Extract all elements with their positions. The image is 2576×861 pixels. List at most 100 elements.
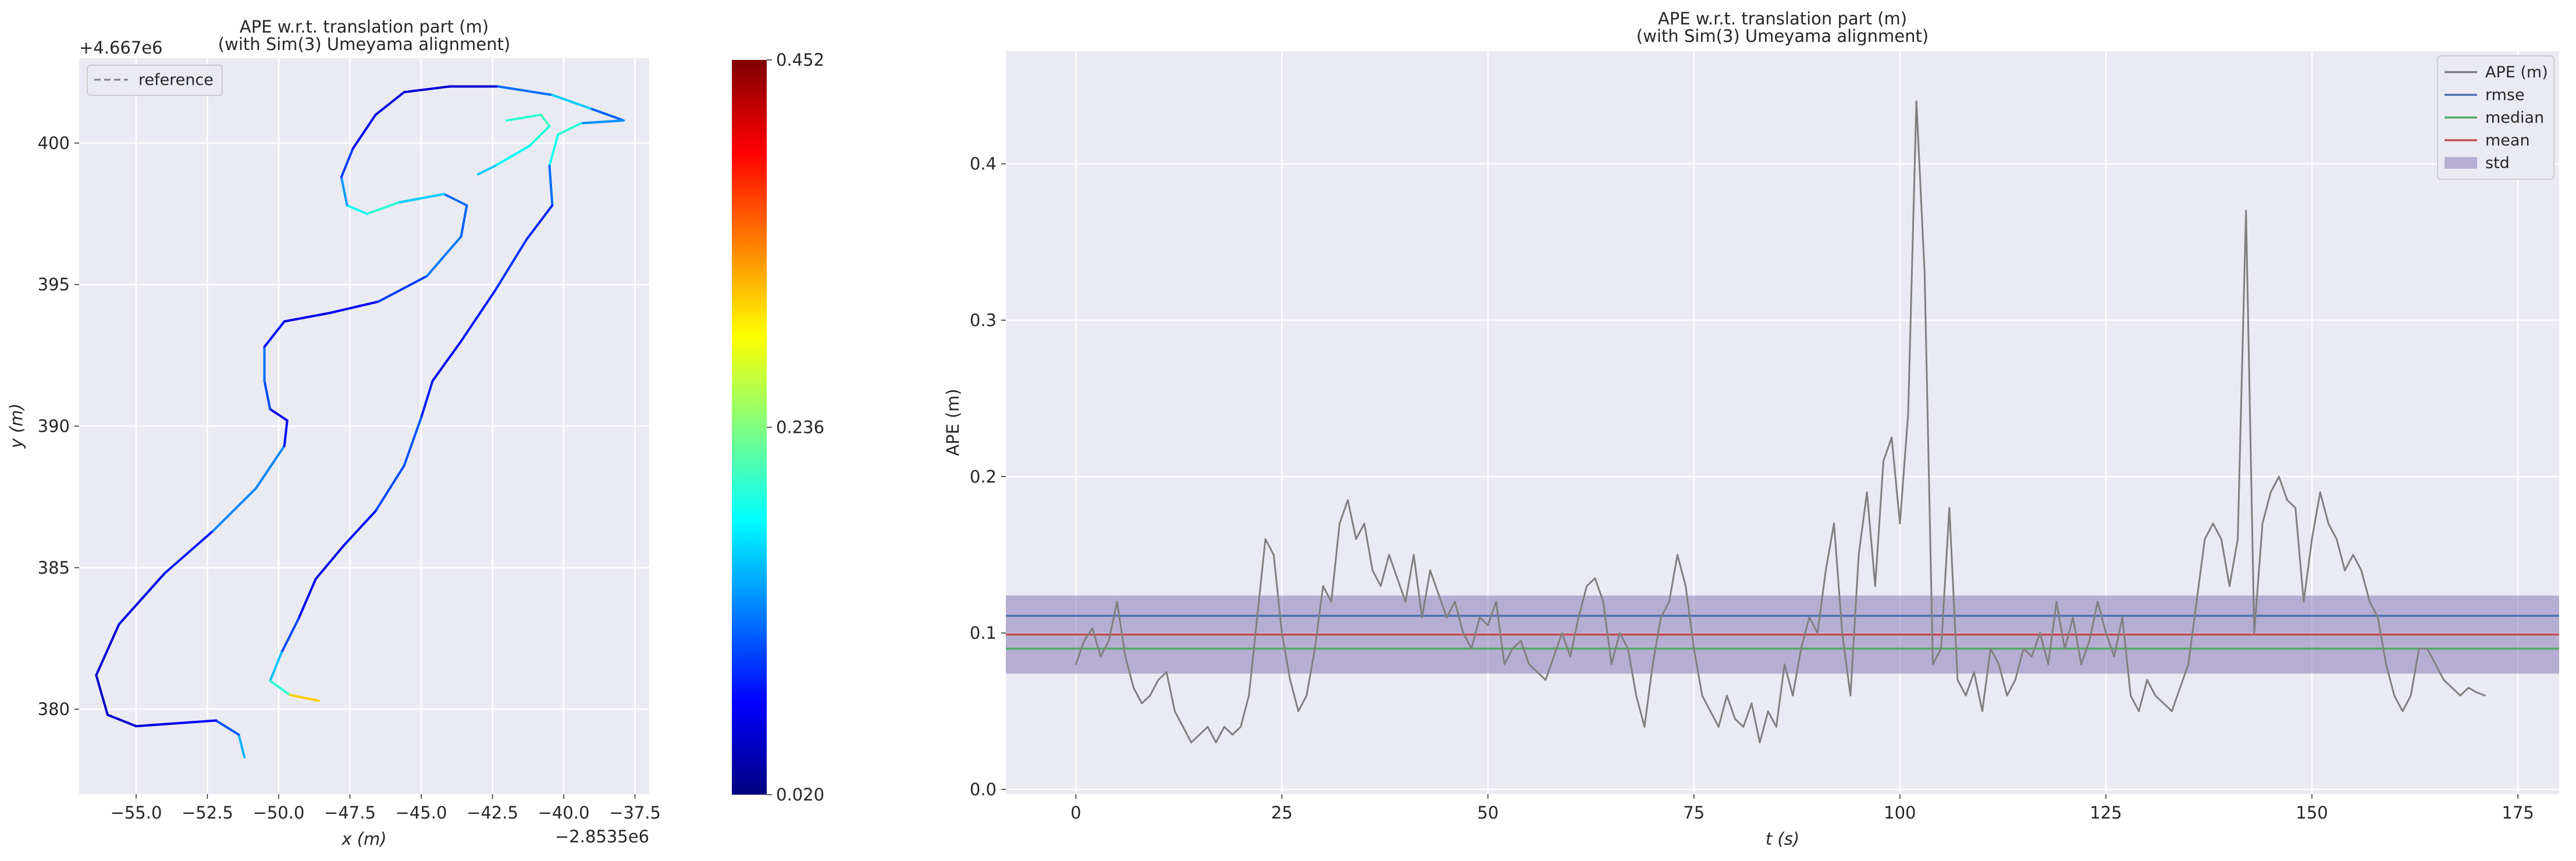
ape-data-point: [1709, 710, 1712, 712]
ape-data-point: [2130, 695, 2132, 697]
ape-data-point: [1858, 554, 1860, 556]
ape-data-point: [2105, 632, 2107, 634]
ape-data-point: [1545, 679, 1547, 681]
ape-data-point: [2286, 499, 2288, 501]
trajectory-estimate-segment: [343, 510, 377, 546]
ape-data-point: [2006, 695, 2008, 697]
ape-data-point: [1297, 710, 1300, 712]
trajectory-legend-box: [87, 65, 223, 96]
ape-data-point: [1734, 718, 1736, 720]
ape-data-point: [1750, 702, 1753, 705]
ape-data-point: [1618, 632, 1621, 634]
ape-data-point: [1133, 686, 1134, 689]
ape-data-point: [1108, 640, 1110, 642]
ape-data-point: [1371, 570, 1374, 571]
ape-data-point: [1470, 647, 1472, 650]
ape-x-tick-label: 100: [1884, 803, 1916, 823]
ape-data-point: [1891, 436, 1893, 439]
ape-data-point: [1668, 600, 1670, 603]
trajectory-estimate-path: [95, 85, 625, 759]
ape-data-point: [1503, 663, 1506, 666]
trajectory-x-offset: −2.8535e6: [555, 827, 649, 846]
trajectory-y-label: y (m): [6, 403, 26, 449]
trajectory-estimate-segment: [263, 379, 272, 411]
ape-data-point: [1553, 656, 1555, 657]
ape-data-point: [1240, 725, 1242, 728]
trajectory-estimate-segment: [579, 119, 625, 124]
trajectory-estimate-segment: [314, 543, 346, 581]
ape-data-point: [1948, 507, 1951, 509]
trajectory-estimate-segment: [269, 679, 291, 696]
trajectory-legend-reference-label: reference: [138, 71, 214, 89]
ape-data-point: [1981, 710, 1983, 712]
ape-data-point: [2385, 663, 2387, 666]
ape-data-point: [1223, 725, 1225, 728]
ape-data-point: [2401, 710, 2404, 712]
ape-data-point: [2435, 663, 2436, 666]
ape-data-point: [2171, 710, 2173, 712]
trajectory-y-tick-label: 400: [38, 133, 70, 153]
ape-data-point: [1816, 632, 1819, 634]
ape-data-point: [1157, 679, 1159, 681]
trajectory-estimate-segment: [557, 122, 582, 136]
ape-data-point: [1940, 647, 1942, 650]
ape-data-point: [1800, 647, 1802, 650]
ape-data-point: [1091, 627, 1094, 629]
ape-data-point: [1388, 554, 1390, 556]
trajectory-estimate-segment: [365, 201, 400, 215]
trajectory-estimate-segment: [425, 235, 462, 277]
ape-data-point: [1998, 663, 2000, 666]
ape-data-point: [2097, 600, 2099, 603]
ape-data-point: [2426, 647, 2428, 650]
ape-data-point: [2294, 507, 2297, 509]
ape-data-point: [1635, 695, 1637, 697]
ape-data-point: [2393, 695, 2396, 697]
ape-data-point: [2138, 710, 2140, 712]
ape-data-point: [2031, 656, 2033, 657]
ape-x-tick-label: 175: [2502, 803, 2534, 823]
ape-data-point: [1841, 632, 1844, 634]
ape-data-point: [1256, 616, 1258, 618]
trajectory-estimate-segment: [237, 733, 246, 759]
trajectory-estimate-segment: [280, 617, 300, 654]
ape-data-point: [2278, 475, 2280, 478]
trajectory-y-ticks: 380 385 390 395 400: [38, 133, 79, 719]
trajectory-estimate-segment: [377, 275, 428, 303]
trajectory-estimate-segment: [283, 311, 332, 323]
ape-series-line: [1074, 100, 2486, 743]
ape-data-point: [1767, 710, 1769, 712]
ape-data-point: [2418, 647, 2420, 650]
ape-data-point: [1487, 624, 1489, 627]
ape-data-point: [1660, 616, 1662, 618]
trajectory-title-line-2: (with Sim(3) Umeyama alignment): [218, 34, 510, 54]
colorbar: 0.020 0.236 0.452: [732, 50, 824, 805]
ape-data-point: [1725, 695, 1728, 697]
ape-data-point: [1652, 663, 1654, 666]
ape-data-point: [1083, 640, 1085, 642]
trajectory-grid: [79, 58, 649, 794]
trajectory-estimate-segment: [351, 113, 377, 150]
ape-data-point: [1404, 600, 1407, 603]
ape-data-point: [1454, 600, 1456, 603]
ape-x-tick-label: 25: [1271, 803, 1293, 823]
ape-data-point: [1347, 499, 1349, 501]
ape-data-point: [1923, 272, 1926, 275]
ape-data-point: [1272, 554, 1275, 556]
ape-data-point: [2443, 679, 2445, 681]
ape-data-point: [2220, 538, 2222, 540]
ape-data-point: [1536, 671, 1539, 673]
trajectory-estimate-segment: [431, 340, 462, 382]
ape-data-point: [2336, 538, 2337, 540]
ape-data-point: [1165, 671, 1168, 673]
trajectory-estimate-segment: [340, 176, 348, 207]
ape-data-point: [1578, 616, 1579, 618]
trajectory-estimate-segment: [283, 419, 289, 447]
trajectory-estimate-segment: [551, 94, 593, 111]
trajectory-estimate-segment: [346, 204, 368, 215]
ape-data-point: [1149, 695, 1151, 697]
ape-series-points: [1074, 100, 2486, 743]
trajectory-estimate-segment: [269, 408, 289, 422]
ape-legend-rmse-label: rmse: [2485, 86, 2525, 104]
ape-data-point: [1586, 585, 1588, 587]
